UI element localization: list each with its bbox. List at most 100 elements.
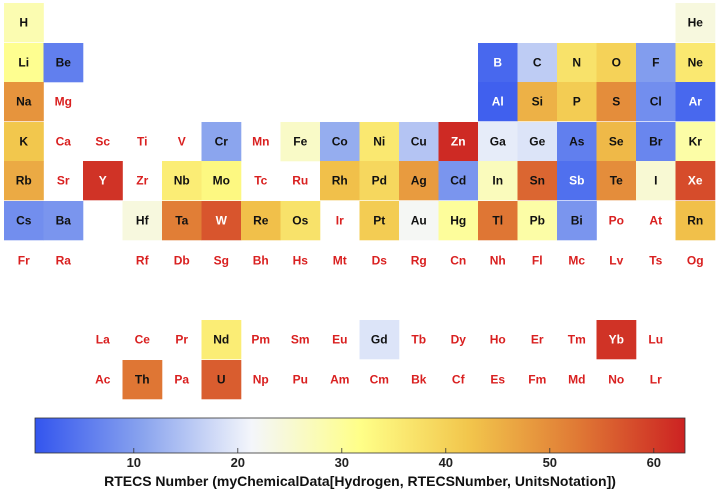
element-cell-zr: Zr (136, 174, 148, 188)
element-cell-lv: Lv (609, 254, 623, 268)
element-cell-np: Np (253, 373, 269, 387)
cell-fill (162, 161, 202, 201)
cell-fill (399, 161, 439, 201)
cell-fill (557, 43, 597, 83)
element-cell-eu: Eu (332, 333, 347, 347)
element-cell-si: Si (517, 82, 558, 122)
cell-fill (517, 201, 558, 241)
element-symbol: Fr (18, 254, 30, 268)
element-cell-zn: Zn (438, 122, 479, 162)
element-cell-gd: Gd (359, 320, 400, 360)
cell-fill (241, 201, 281, 241)
cell-fill (359, 161, 400, 201)
element-cell-kr: Kr (675, 122, 716, 162)
element-cell-pr: Pr (175, 333, 188, 347)
element-symbol: S (612, 95, 620, 109)
element-symbol: Po (609, 214, 624, 228)
element-symbol: C (533, 56, 542, 70)
element-symbol: Mn (252, 135, 269, 149)
cell-fill (636, 161, 676, 201)
element-cell-au: Au (399, 201, 439, 241)
element-symbol: Ba (56, 214, 72, 228)
element-cell-hg: Hg (438, 201, 479, 241)
element-cell-fr: Fr (18, 254, 30, 268)
element-symbol: Es (490, 373, 505, 387)
element-symbol: Hg (450, 214, 466, 228)
element-cell-sr: Sr (57, 174, 70, 188)
element-cell-ge: Ge (517, 122, 558, 162)
element-cell-cr: Cr (201, 122, 242, 162)
element-symbol: Tb (411, 333, 426, 347)
element-cell-ga: Ga (478, 122, 518, 162)
element-cell-cl: Cl (636, 82, 676, 122)
element-symbol: Cd (450, 174, 466, 188)
element-cell-i: I (636, 161, 676, 201)
cell-fill (4, 3, 44, 43)
cell-fill (478, 122, 518, 162)
element-cell-rn: Rn (675, 201, 716, 241)
element-cell-cd: Cd (438, 161, 479, 201)
element-symbol: Ce (135, 333, 151, 347)
element-cell-er: Er (531, 333, 544, 347)
cell-fill (596, 122, 637, 162)
cell-fill (4, 201, 44, 241)
element-symbol: Np (253, 373, 269, 387)
element-cell-bi: Bi (557, 201, 597, 241)
colorbar: 10 20 30 40 50 60 RTECS Number (myChemicalDat… (34, 417, 686, 489)
element-cell-mn: Mn (252, 135, 269, 149)
element-cell-ta: Ta (162, 201, 202, 241)
element-cell-in: In (478, 161, 518, 201)
element-symbol: Pb (530, 214, 545, 228)
element-cell-mt: Mt (333, 254, 347, 268)
cell-fill (675, 201, 716, 241)
element-cell-pu: Pu (293, 373, 308, 387)
element-symbol: Nb (174, 174, 190, 188)
element-symbol: Yb (609, 333, 624, 347)
element-symbol: Cf (452, 373, 466, 387)
element-cell-h: H (4, 3, 44, 43)
element-symbol: Ra (56, 254, 72, 268)
element-symbol: Pu (293, 373, 308, 387)
cell-fill (517, 122, 558, 162)
element-symbol: K (19, 135, 28, 149)
cell-fill (320, 161, 360, 201)
element-cell-tb: Tb (411, 333, 426, 347)
element-symbol: Cr (215, 135, 229, 149)
cell-fill (4, 43, 44, 83)
element-symbol: F (652, 56, 659, 70)
element-cell-pt: Pt (359, 201, 400, 241)
cell-fill (4, 82, 44, 122)
cell-fill (478, 161, 518, 201)
element-cell-mc: Mc (568, 254, 585, 268)
element-symbol: Ga (490, 135, 506, 149)
element-symbol: Fl (532, 254, 543, 268)
cell-fill (478, 201, 518, 241)
element-cell-ds: Ds (372, 254, 388, 268)
element-cell-rb: Rb (4, 161, 44, 201)
cell-fill (675, 161, 716, 201)
element-cell-cf: Cf (452, 373, 466, 387)
element-cell-db: Db (174, 254, 190, 268)
element-symbol: Bi (571, 214, 583, 228)
element-symbol: Pa (174, 373, 189, 387)
cell-fill (320, 122, 360, 162)
element-cell-be: Be (43, 43, 84, 83)
cell-fill (280, 201, 321, 241)
element-cell-tm: Tm (568, 333, 586, 347)
cell-fill (517, 82, 558, 122)
element-symbol: Ho (490, 333, 506, 347)
element-symbol: Ge (529, 135, 545, 149)
element-symbol: Lu (648, 333, 663, 347)
element-symbol: Rh (332, 174, 348, 188)
element-symbol: Ca (56, 135, 72, 149)
element-symbol: Dy (451, 333, 467, 347)
element-symbol: Mc (568, 254, 585, 268)
element-symbol: Pm (251, 333, 270, 347)
element-cell-cm: Cm (370, 373, 389, 387)
element-symbol: O (612, 56, 621, 70)
element-symbol: Y (99, 174, 107, 188)
colorbar-tick-label: 60 (647, 455, 661, 470)
element-symbol: Ar (689, 95, 703, 109)
element-symbol: Zr (136, 174, 148, 188)
element-symbol: Co (332, 135, 348, 149)
